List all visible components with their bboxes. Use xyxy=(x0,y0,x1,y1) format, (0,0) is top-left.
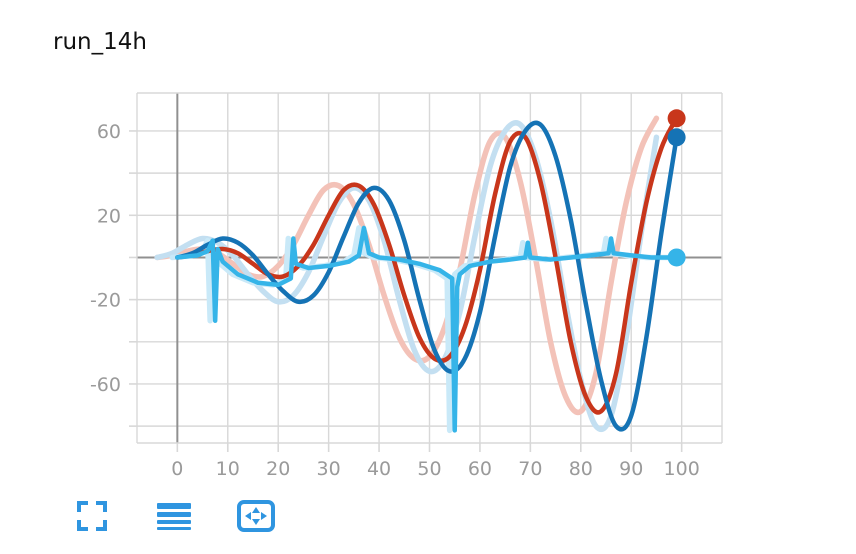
svg-text:-20: -20 xyxy=(90,290,121,312)
svg-text:50: 50 xyxy=(417,458,441,480)
fullscreen-icon xyxy=(77,501,107,531)
series-red_ghost xyxy=(154,115,660,416)
tick-labels: 0 10 20 30 40 50 60 70 80 90 100 60 20 -20 -60 xyxy=(90,121,700,480)
x-tick-marks xyxy=(176,443,683,452)
endpoint-dot-cyan xyxy=(667,248,686,267)
lines-button[interactable] xyxy=(152,494,196,538)
pan-button[interactable] xyxy=(234,494,278,538)
list-lines-icon xyxy=(157,501,191,531)
svg-text:0: 0 xyxy=(171,458,183,480)
svg-text:70: 70 xyxy=(518,458,542,480)
chart-plot-area[interactable]: 0 10 20 30 40 50 60 70 80 90 100 60 20 -20 -60 xyxy=(0,0,856,500)
svg-text:90: 90 xyxy=(619,458,643,480)
endpoint-markers xyxy=(667,109,686,267)
chart-svg[interactable]: 0 10 20 30 40 50 60 70 80 90 100 60 20 -20 -60 xyxy=(0,0,856,500)
chart-toolbar[interactable] xyxy=(70,494,278,538)
endpoint-dot-red xyxy=(667,109,686,128)
series-blue xyxy=(175,120,679,432)
pan-icon xyxy=(237,500,275,532)
svg-text:100: 100 xyxy=(664,458,700,480)
svg-text:60: 60 xyxy=(468,458,492,480)
svg-text:20: 20 xyxy=(97,205,121,227)
svg-text:30: 30 xyxy=(317,458,341,480)
series-layer xyxy=(154,115,679,434)
fullscreen-button[interactable] xyxy=(70,494,114,538)
svg-text:40: 40 xyxy=(367,458,391,480)
series-cyan xyxy=(175,225,679,433)
page-title: run_14h xyxy=(53,29,147,55)
svg-text:-60: -60 xyxy=(90,374,121,396)
svg-text:10: 10 xyxy=(216,458,240,480)
svg-text:80: 80 xyxy=(569,458,593,480)
endpoint-dot-blue xyxy=(667,128,686,147)
svg-text:60: 60 xyxy=(97,121,121,143)
svg-text:20: 20 xyxy=(266,458,290,480)
y-tick-marks xyxy=(129,130,137,427)
